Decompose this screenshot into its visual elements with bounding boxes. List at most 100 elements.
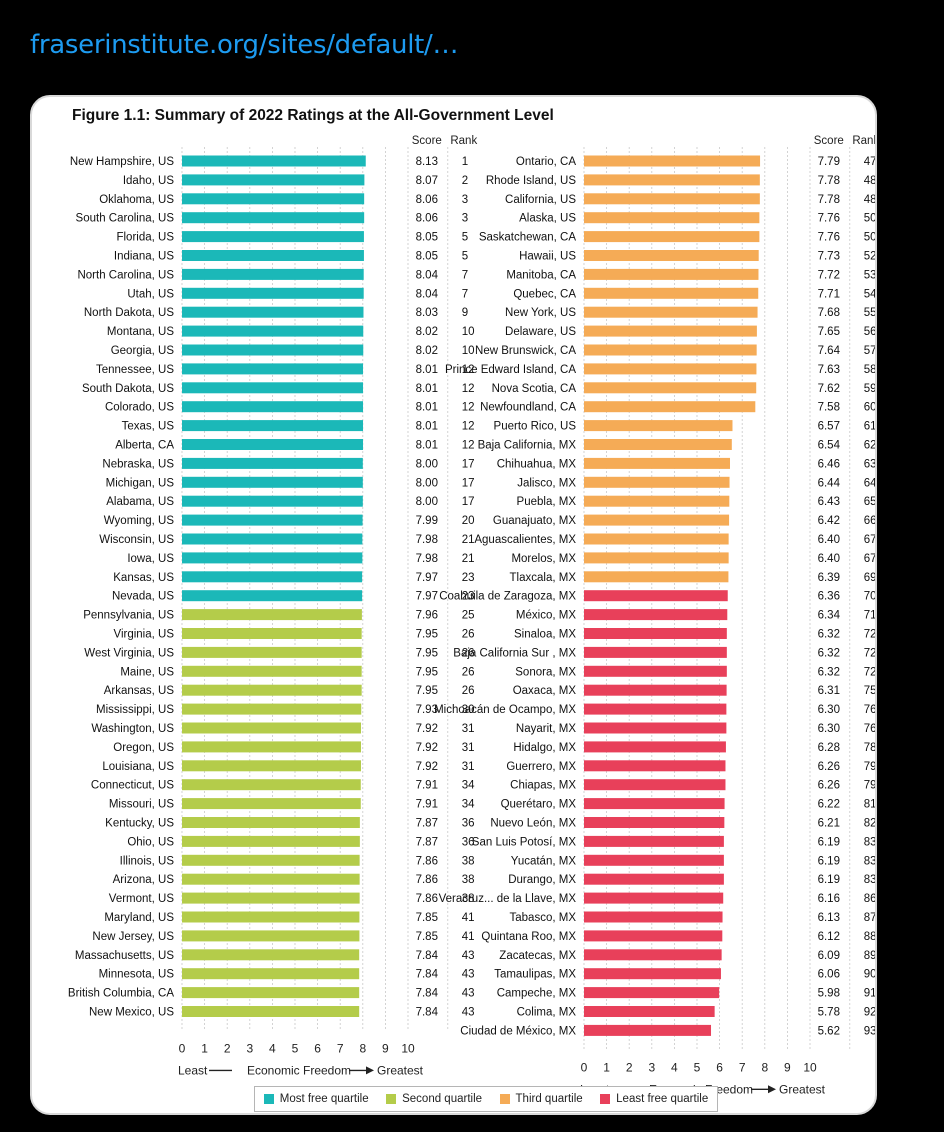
score-label: 6.40 xyxy=(818,553,840,565)
bar xyxy=(182,476,363,488)
score-label: 6.36 xyxy=(818,591,840,603)
rank-label: 50 xyxy=(864,232,877,244)
bar xyxy=(182,665,362,677)
rank-label: 17 xyxy=(462,496,475,508)
row-label: Tlaxcala, MX xyxy=(510,572,577,584)
row-label: Kentucky, US xyxy=(105,818,174,830)
rank-label: 55 xyxy=(864,307,877,319)
row-label: Hidalgo, MX xyxy=(513,742,576,754)
row-label: New Brunswick, CA xyxy=(475,345,576,357)
score-label: 6.31 xyxy=(818,685,840,697)
row-label: Colorado, US xyxy=(105,402,174,414)
bar xyxy=(584,174,760,186)
bar xyxy=(182,703,362,715)
rank-label: 87 xyxy=(864,912,877,924)
score-label: 6.13 xyxy=(818,912,840,924)
score-label: 6.12 xyxy=(818,931,840,943)
rank-label: 41 xyxy=(462,931,475,943)
legend-item-third: Third quartile xyxy=(499,1093,583,1105)
score-label: 6.44 xyxy=(818,477,841,489)
score-label: 7.72 xyxy=(818,269,840,281)
bar xyxy=(182,854,360,866)
x-tick-label: 10 xyxy=(803,1060,817,1074)
rank-label: 38 xyxy=(462,855,475,867)
score-label: 8.02 xyxy=(416,345,438,357)
x-tick-label: 9 xyxy=(784,1060,791,1074)
rank-label: 89 xyxy=(864,950,877,962)
bar xyxy=(182,760,361,772)
score-label: 7.99 xyxy=(416,515,438,527)
rank-label: 12 xyxy=(462,364,475,376)
score-label: 8.00 xyxy=(416,496,438,508)
bar xyxy=(584,590,728,602)
legend-swatch-least-free xyxy=(600,1094,611,1104)
row-label: Ontario, CA xyxy=(516,156,576,168)
bar xyxy=(182,193,365,205)
bar xyxy=(584,287,759,299)
score-label: 6.22 xyxy=(818,799,840,811)
rank-label: 5 xyxy=(462,251,468,263)
x-tick-label: 6 xyxy=(716,1060,723,1074)
bar xyxy=(182,684,362,696)
bar xyxy=(584,798,725,810)
rank-label: 71 xyxy=(864,610,877,622)
rank-label: 57 xyxy=(864,345,877,357)
bar xyxy=(182,552,363,564)
x-tick-label: 8 xyxy=(359,1041,366,1055)
bar xyxy=(182,268,364,280)
bar xyxy=(584,835,724,847)
rank-label: 72 xyxy=(864,629,877,641)
row-label: Durango, MX xyxy=(508,874,576,886)
rank-label: 76 xyxy=(864,704,877,716)
score-label: 7.58 xyxy=(818,402,840,414)
legend-label: Least free quartile xyxy=(616,1093,709,1105)
rank-label: 53 xyxy=(864,269,877,281)
bar xyxy=(182,174,365,186)
score-label: 7.84 xyxy=(416,969,439,981)
row-label: New Hampshire, US xyxy=(70,156,174,168)
rank-label: 92 xyxy=(864,1007,877,1019)
row-label: Puebla, MX xyxy=(517,496,577,508)
score-label: 6.43 xyxy=(818,496,840,508)
score-label: 8.04 xyxy=(416,288,439,300)
rank-label: 10 xyxy=(462,345,475,357)
bar xyxy=(584,817,725,828)
row-label: Alberta, CA xyxy=(115,440,174,452)
bar xyxy=(182,155,366,167)
bar xyxy=(182,873,360,885)
bar xyxy=(182,722,361,734)
row-label: Alabama, US xyxy=(106,496,174,508)
row-label: Jalisco, MX xyxy=(517,477,576,489)
rank-label: 50 xyxy=(864,213,877,225)
row-label: Tabasco, MX xyxy=(510,912,577,924)
row-label: Prince Edward Island, CA xyxy=(445,364,576,376)
score-label: 7.86 xyxy=(416,855,438,867)
row-label: Iowa, US xyxy=(127,553,174,565)
row-label: Wisconsin, US xyxy=(99,534,174,546)
score-label: 7.92 xyxy=(416,742,438,754)
row-label: Minnesota, US xyxy=(99,969,175,981)
score-label: 8.00 xyxy=(416,477,438,489)
row-label: Baja California, MX xyxy=(478,440,577,452)
score-label: 8.06 xyxy=(416,194,438,206)
rank-label: 63 xyxy=(864,458,877,470)
rank-label: 7 xyxy=(462,288,468,300)
row-label: Utah, US xyxy=(127,288,174,300)
score-label: 7.76 xyxy=(818,213,840,225)
bar xyxy=(182,363,364,375)
rank-label: 12 xyxy=(462,402,475,414)
source-link[interactable]: fraserinstitute.org/sites/default/… xyxy=(30,30,459,60)
rank-label: 10 xyxy=(462,326,475,338)
x-tick-label: 4 xyxy=(269,1041,276,1055)
score-label: 7.85 xyxy=(416,912,438,924)
row-label: Connecticut, US xyxy=(91,780,174,792)
row-label: Campeche, MX xyxy=(497,988,577,1000)
x-tick-label: 7 xyxy=(337,1041,344,1055)
row-label: Chiapas, MX xyxy=(510,780,576,792)
bar xyxy=(182,495,363,507)
rank-label: 82 xyxy=(864,818,877,830)
rank-label: 7 xyxy=(462,269,468,281)
row-label: Washington, US xyxy=(91,723,174,735)
bar xyxy=(182,628,362,639)
rank-label: 75 xyxy=(864,685,877,697)
